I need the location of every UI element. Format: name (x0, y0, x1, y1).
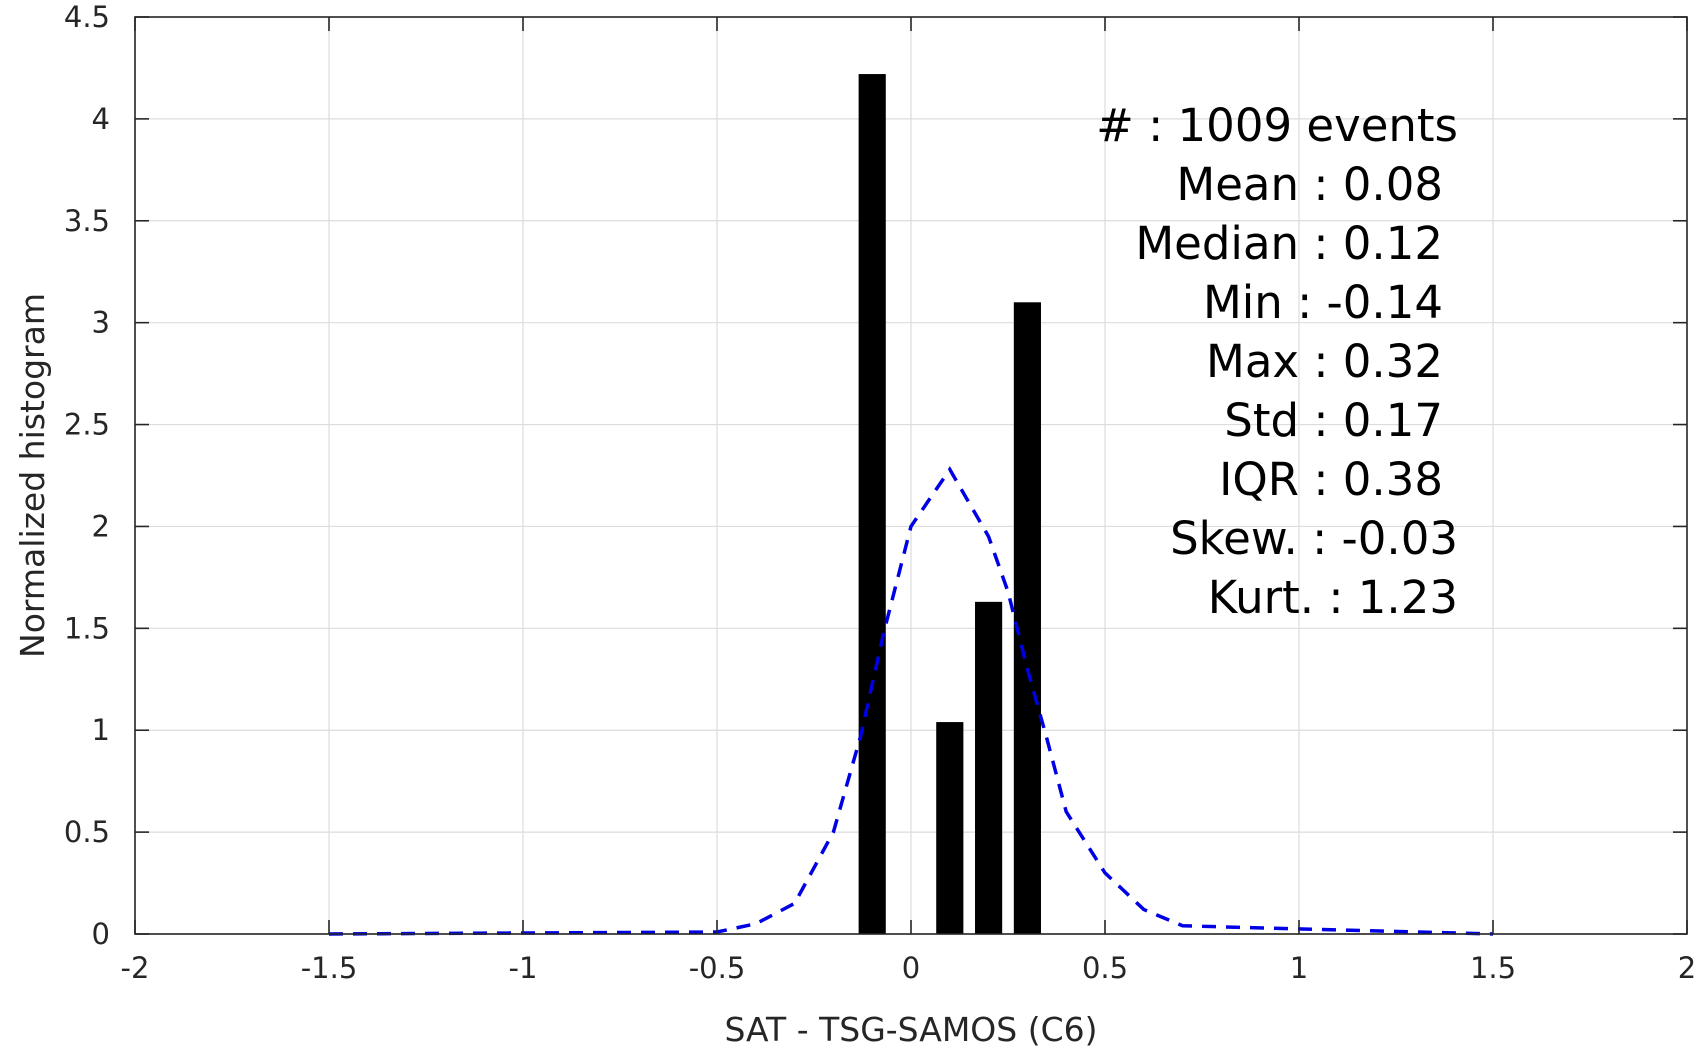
stats-line: Kurt. : 1.23 (1208, 571, 1458, 624)
stats-line: Max : 0.32 (1206, 335, 1443, 388)
y-tick-label: 4.5 (64, 0, 110, 34)
y-tick-label: 3 (92, 306, 110, 340)
grid-lines (134, 16, 1688, 935)
x-axis-label: SAT - TSG-SAMOS (C6) (724, 1010, 1097, 1049)
stats-line: IQR : 0.38 (1219, 453, 1443, 506)
tick-labels: -2 -1.5 -1 -0.5 0 0.5 1 1.5 2 0 0.5 1 1.5 2 2.5 3 3.5 4 4.… (64, 0, 1696, 985)
histogram-bar (975, 601, 1003, 934)
stats-line: Median : 0.12 (1135, 217, 1443, 270)
x-tick-label: 0 (902, 951, 920, 985)
y-tick-label: 2.5 (64, 408, 110, 442)
histogram-bar (858, 74, 886, 934)
y-tick-label: 0 (92, 917, 110, 951)
histogram-bars (858, 74, 1041, 934)
y-tick-label: 4 (92, 102, 110, 136)
stats-line: # : 1009 events (1096, 99, 1458, 152)
y-tick-label: 1.5 (64, 611, 110, 645)
y-tick-label: 3.5 (64, 204, 110, 238)
histogram-bar (936, 722, 964, 934)
axis-ticks (134, 16, 1688, 935)
stats-line: Std : 0.17 (1224, 394, 1443, 447)
stats-line: Min : -0.14 (1203, 276, 1443, 329)
x-tick-label: -2 (121, 951, 150, 985)
x-tick-label: 1 (1290, 951, 1308, 985)
x-tick-label: -1.5 (301, 951, 358, 985)
y-tick-label: 2 (92, 509, 110, 543)
y-tick-label: 1 (92, 713, 110, 747)
x-tick-label: 2 (1678, 951, 1696, 985)
stats-annotation: # : 1009 events Mean : 0.08 Median : 0.12 M… (1096, 99, 1458, 624)
stats-line: Skew. : -0.03 (1170, 512, 1458, 565)
histogram-bar (1013, 302, 1041, 934)
stats-line: Mean : 0.08 (1176, 158, 1443, 211)
x-tick-label: -1 (509, 951, 538, 985)
x-tick-label: -0.5 (689, 951, 746, 985)
y-axis-label: Normalized histogram (13, 293, 52, 658)
x-tick-label: 1.5 (1470, 951, 1516, 985)
x-tick-label: 0.5 (1082, 951, 1128, 985)
y-tick-label: 0.5 (64, 815, 110, 849)
normal-fit-curve (328, 466, 1494, 936)
